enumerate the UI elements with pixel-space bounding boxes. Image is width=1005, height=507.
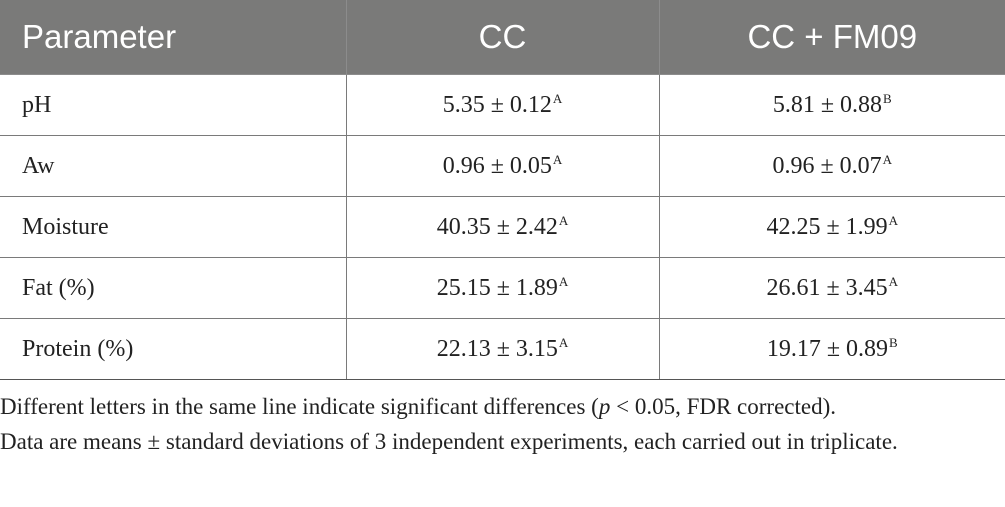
footnote-significance: Different letters in the same line indic… xyxy=(0,389,1000,424)
cc-fm09-value-text: 26.61 ± 3.45 xyxy=(766,274,888,301)
footnote-data-description: Data are means ± standard deviations of … xyxy=(0,429,898,454)
table-row: Aw 0.96 ± 0.05A 0.96 ± 0.07A xyxy=(0,135,1005,197)
row-parameter: Protein (%) xyxy=(0,318,347,380)
cc-value-text: 0.96 ± 0.05 xyxy=(442,152,552,179)
table-row: Protein (%) 22.13 ± 3.15A 19.17 ± 0.89B xyxy=(0,318,1005,380)
row-cc-value: 25.15 ± 1.89A xyxy=(345,257,660,319)
cc-fm09-significance-letter: A xyxy=(888,212,899,228)
cc-fm09-significance-letter: B xyxy=(883,90,892,106)
row-parameter: Aw xyxy=(0,135,347,197)
row-cc-value: 22.13 ± 3.15A xyxy=(345,318,660,380)
cc-significance-letter: A xyxy=(558,273,569,289)
cc-fm09-significance-letter: A xyxy=(888,273,899,289)
footnote-significance-threshold: < 0.05, FDR corrected). xyxy=(610,394,837,419)
table-row: pH 5.35 ± 0.12A 5.81 ± 0.88B xyxy=(0,74,1005,136)
cc-fm09-value-text: 5.81 ± 0.88 xyxy=(772,91,882,118)
row-cc-fm09-value: 19.17 ± 0.89B xyxy=(658,318,1005,380)
header-parameter: Parameter xyxy=(0,0,347,75)
table-footnote: Different letters in the same line indic… xyxy=(0,389,1000,459)
row-cc-fm09-value: 0.96 ± 0.07A xyxy=(658,135,1005,197)
cc-fm09-value-text: 42.25 ± 1.99 xyxy=(766,213,888,240)
row-cc-fm09-value: 5.81 ± 0.88B xyxy=(658,74,1005,136)
cc-significance-letter: A xyxy=(558,212,569,228)
cc-fm09-significance-letter: B xyxy=(889,334,898,350)
row-parameter: Fat (%) xyxy=(0,257,347,319)
row-cc-fm09-value: 42.25 ± 1.99A xyxy=(658,196,1005,258)
cc-value-text: 25.15 ± 1.89 xyxy=(436,274,558,301)
row-cc-value: 40.35 ± 2.42A xyxy=(345,196,660,258)
header-row: Parameter CC CC + FM09 xyxy=(0,0,1005,75)
cc-fm09-value-text: 19.17 ± 0.89 xyxy=(766,335,888,362)
parameters-table: Parameter CC CC + FM09 pH 5.35 ± 0.12A 5… xyxy=(0,0,1005,380)
row-cc-value: 5.35 ± 0.12A xyxy=(345,74,660,136)
row-cc-value: 0.96 ± 0.05A xyxy=(345,135,660,197)
table-row: Moisture 40.35 ± 2.42A 42.25 ± 1.99A xyxy=(0,196,1005,258)
footnote-p-symbol: p xyxy=(598,394,611,419)
table-header: Parameter CC CC + FM09 xyxy=(0,0,1005,75)
footnote-significance-text: Different letters in the same line indic… xyxy=(0,394,599,419)
cc-value-text: 40.35 ± 2.42 xyxy=(436,213,558,240)
cc-value-text: 5.35 ± 0.12 xyxy=(442,91,552,118)
table-row: Fat (%) 25.15 ± 1.89A 26.61 ± 3.45A xyxy=(0,257,1005,319)
row-parameter: pH xyxy=(0,74,347,136)
cc-fm09-significance-letter: A xyxy=(882,151,893,167)
cc-value-text: 22.13 ± 3.15 xyxy=(436,335,558,362)
header-cc: CC xyxy=(345,0,660,75)
cc-significance-letter: A xyxy=(552,90,563,106)
table-body: pH 5.35 ± 0.12A 5.81 ± 0.88B Aw 0.96 ± 0… xyxy=(0,74,1005,380)
cc-significance-letter: A xyxy=(552,151,563,167)
cc-fm09-value-text: 0.96 ± 0.07 xyxy=(772,152,882,179)
row-cc-fm09-value: 26.61 ± 3.45A xyxy=(658,257,1005,319)
header-cc-fm09: CC + FM09 xyxy=(658,0,1005,75)
cc-significance-letter: A xyxy=(558,334,569,350)
row-parameter: Moisture xyxy=(0,196,347,258)
data-table-container: Parameter CC CC + FM09 pH 5.35 ± 0.12A 5… xyxy=(0,0,1005,380)
